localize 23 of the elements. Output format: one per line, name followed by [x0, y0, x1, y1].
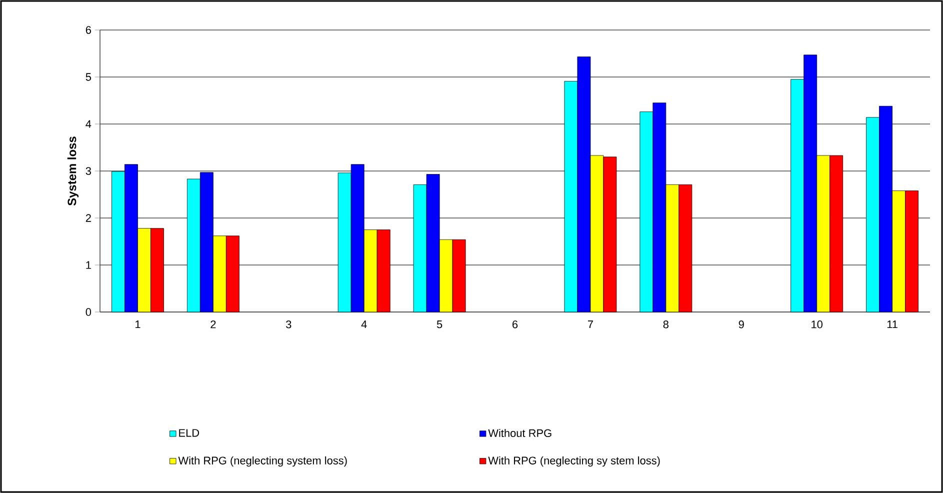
x-tick-label: 7 [588, 320, 593, 328]
legend-label: With RPG (neglecting system loss) [178, 456, 347, 467]
y-tick-label: 0 [86, 308, 92, 316]
x-tick-label: 9 [738, 320, 744, 328]
x-tick-label: 3 [286, 320, 292, 328]
y-tick-label: 5 [86, 73, 92, 81]
y-tick-label: 3 [86, 167, 91, 175]
y-tick-label: 6 [86, 26, 91, 34]
y-tick-label: 1 [86, 261, 91, 269]
x-tick-label: 11 [887, 320, 898, 328]
x-tick-label: 2 [210, 320, 216, 328]
y-axis-title: System loss [67, 136, 79, 206]
x-tick-label: 6 [512, 320, 518, 328]
x-tick-label: 10 [812, 320, 822, 328]
legend-label: ELD [179, 429, 200, 437]
x-tick-label: 5 [436, 320, 442, 328]
x-tick-label: 4 [361, 320, 367, 328]
y-tick-label: 4 [86, 120, 92, 128]
y-tick-label: 2 [86, 214, 91, 222]
x-tick-label: 1 [136, 320, 140, 328]
legend-label: Without RPG [488, 428, 552, 438]
legend-label: With RPG (neglecting sy stem loss) [488, 456, 660, 467]
x-tick-label: 8 [663, 320, 668, 328]
